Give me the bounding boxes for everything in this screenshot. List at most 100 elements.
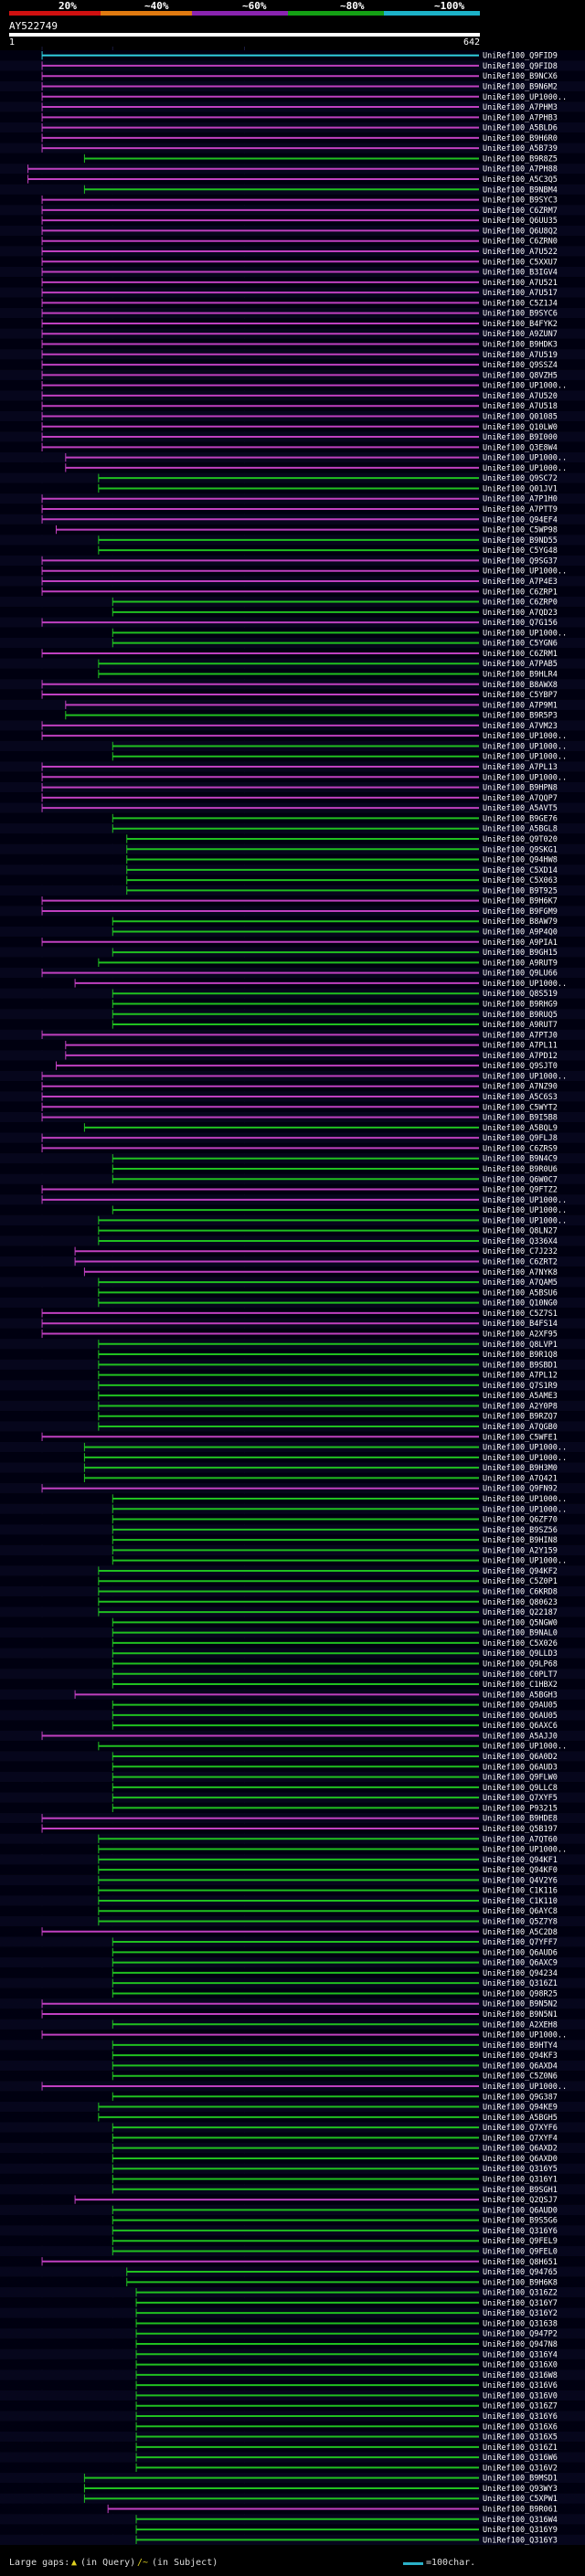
hit-row[interactable]: UniRef100_A7QAM5 (0, 1277, 585, 1288)
hit-row[interactable]: UniRef100_A5BSU6 (0, 1287, 585, 1299)
hit-row[interactable]: UniRef100_B9SGH1 (0, 2184, 585, 2195)
hit-row[interactable]: UniRef100_UP1000.. (0, 1452, 585, 1463)
hit-row[interactable]: UniRef100_Q94KF1 (0, 1854, 585, 1865)
hit-row[interactable]: UniRef100_A7PTJ0 (0, 1029, 585, 1041)
hit-row[interactable]: UniRef100_Q80623 (0, 1596, 585, 1607)
hit-row[interactable]: UniRef100_Q9FN92 (0, 1483, 585, 1494)
hit-row[interactable]: UniRef100_Q9LU66 (0, 968, 585, 979)
hit-row[interactable]: UniRef100_Q6AUD6 (0, 1946, 585, 1958)
hit-row[interactable]: UniRef100_Q94KF2 (0, 1565, 585, 1576)
hit-row[interactable]: UniRef100_C5WYT2 (0, 1101, 585, 1113)
hit-row[interactable]: UniRef100_Q94KF3 (0, 2050, 585, 2062)
hit-row[interactable]: UniRef100_C5X063 (0, 875, 585, 885)
hit-row[interactable]: UniRef100_B9MSD1 (0, 2473, 585, 2484)
hit-row[interactable]: UniRef100_C6ZRS9 (0, 1142, 585, 1154)
hit-row[interactable]: UniRef100_B9HLR4 (0, 668, 585, 680)
hit-row[interactable]: UniRef100_UP1000.. (0, 2029, 585, 2041)
hit-row[interactable]: UniRef100_B9SYC3 (0, 194, 585, 206)
hit-row[interactable]: UniRef100_UP1000.. (0, 1214, 585, 1226)
hit-row[interactable]: UniRef100_Q9LLD3 (0, 1648, 585, 1659)
hit-row[interactable]: UniRef100_A7P4E3 (0, 576, 585, 587)
hit-row[interactable]: UniRef100_Q9LP68 (0, 1658, 585, 1670)
hit-row[interactable]: UniRef100_A9ZUN7 (0, 328, 585, 340)
hit-row[interactable]: UniRef100_Q316Y9 (0, 2524, 585, 2535)
hit-row[interactable]: UniRef100_C7J232 (0, 1246, 585, 1257)
hit-row[interactable]: UniRef100_Q8LN27 (0, 1225, 585, 1236)
hit-row[interactable]: UniRef100_A7QD23 (0, 607, 585, 618)
hit-row[interactable]: UniRef100_Q316Y4 (0, 2348, 585, 2360)
hit-row[interactable]: UniRef100_Q9FID8 (0, 60, 585, 71)
hit-row[interactable]: UniRef100_C6ZRN0 (0, 236, 585, 247)
hit-row[interactable]: UniRef100_Q7XYF6 (0, 2122, 585, 2133)
hit-row[interactable]: UniRef100_B9N5N2 (0, 1998, 585, 2009)
hit-row[interactable]: UniRef100_UP1000.. (0, 566, 585, 577)
hit-row[interactable]: UniRef100_A7VM23 (0, 720, 585, 731)
hit-row[interactable]: UniRef100_A9RUT9 (0, 957, 585, 969)
hit-row[interactable]: UniRef100_Q6AUD0 (0, 2204, 585, 2216)
hit-row[interactable]: UniRef100_B9RUQ5 (0, 1009, 585, 1020)
hit-row[interactable]: UniRef100_B9H6K7 (0, 896, 585, 906)
hit-row[interactable]: UniRef100_A7P9M1 (0, 699, 585, 711)
hit-row[interactable]: UniRef100_Q9FEL9 (0, 2235, 585, 2247)
hit-row[interactable]: UniRef100_P93215 (0, 1802, 585, 1814)
hit-row[interactable]: UniRef100_Q316X6 (0, 2421, 585, 2433)
hit-row[interactable]: UniRef100_A7QGB0 (0, 1421, 585, 1432)
hit-row[interactable]: UniRef100_Q6U8Q2 (0, 225, 585, 237)
hit-row[interactable]: UniRef100_Q6AU05 (0, 1710, 585, 1721)
hit-row[interactable]: UniRef100_B9HPN8 (0, 781, 585, 793)
hit-row[interactable]: UniRef100_A7U520 (0, 390, 585, 401)
hit-row[interactable]: UniRef100_A5C3Q5 (0, 174, 585, 185)
hit-row[interactable]: UniRef100_Q316W8 (0, 2369, 585, 2380)
hit-row[interactable]: UniRef100_C5Z1J4 (0, 297, 585, 309)
hit-row[interactable]: UniRef100_Q9SG37 (0, 555, 585, 567)
hit-row[interactable]: UniRef100_Q316X0 (0, 2359, 585, 2370)
hit-row[interactable]: UniRef100_Q98R25 (0, 1988, 585, 1999)
hit-row[interactable]: UniRef100_Q316Y1 (0, 2173, 585, 2185)
hit-row[interactable]: UniRef100_B9S5G6 (0, 2215, 585, 2226)
hit-row[interactable]: UniRef100_Q94EF4 (0, 514, 585, 525)
hit-row[interactable]: UniRef100_B9R0U6 (0, 1163, 585, 1174)
hit-row[interactable]: UniRef100_A7PHB3 (0, 111, 585, 123)
hit-row[interactable]: UniRef100_A7QQP7 (0, 792, 585, 803)
hit-row[interactable]: UniRef100_A2Y0P8 (0, 1400, 585, 1412)
hit-row[interactable]: UniRef100_A5BLD6 (0, 122, 585, 133)
hit-row[interactable]: UniRef100_A7Q421 (0, 1472, 585, 1484)
hit-row[interactable]: UniRef100_B9SYC6 (0, 308, 585, 319)
hit-row[interactable]: UniRef100_A9PIA1 (0, 937, 585, 948)
hit-row[interactable]: UniRef100_Q93WY3 (0, 2483, 585, 2494)
hit-row[interactable]: UniRef100_UP1000.. (0, 1555, 585, 1566)
hit-row[interactable]: UniRef100_Q8H651 (0, 2256, 585, 2267)
hit-row[interactable]: UniRef100_UP1000.. (0, 771, 585, 783)
hit-row[interactable]: UniRef100_Q316V0 (0, 2390, 585, 2401)
hit-row[interactable]: UniRef100_C5Z7S1 (0, 1308, 585, 1319)
hit-row[interactable]: UniRef100_UP1000.. (0, 1493, 585, 1504)
hit-row[interactable]: UniRef100_Q3E8W4 (0, 441, 585, 453)
hit-row[interactable]: UniRef100_B9H6R0 (0, 133, 585, 143)
hit-row[interactable]: UniRef100_B9RZQ7 (0, 1411, 585, 1422)
hit-row[interactable]: UniRef100_UP1000.. (0, 1204, 585, 1215)
hit-row[interactable]: UniRef100_Q94KE9 (0, 2101, 585, 2113)
hit-row[interactable]: UniRef100_A5BGL8 (0, 823, 585, 834)
hit-row[interactable]: UniRef100_Q01085 (0, 410, 585, 422)
hit-row[interactable]: UniRef100_Q316Y7 (0, 2297, 585, 2308)
hit-row[interactable]: UniRef100_Q9G387 (0, 2091, 585, 2103)
hit-row[interactable]: UniRef100_A7PL12 (0, 1369, 585, 1381)
hit-row[interactable]: UniRef100_A5BGH3 (0, 1689, 585, 1701)
hit-row[interactable]: UniRef100_B4FYK2 (0, 318, 585, 329)
hit-row[interactable]: UniRef100_A7U517 (0, 287, 585, 298)
hit-row[interactable]: UniRef100_Q94765 (0, 2266, 585, 2277)
hit-row[interactable]: UniRef100_Q9LLC8 (0, 1782, 585, 1793)
hit-row[interactable]: UniRef100_A7U521 (0, 277, 585, 288)
hit-row[interactable]: UniRef100_Q2QSJ7 (0, 2194, 585, 2205)
hit-row[interactable]: UniRef100_Q5Z7Y8 (0, 1915, 585, 1927)
hit-row[interactable]: UniRef100_B9ND55 (0, 535, 585, 546)
hit-row[interactable]: UniRef100_Q9T020 (0, 833, 585, 844)
hit-row[interactable]: UniRef100_Q94KF0 (0, 1864, 585, 1875)
hit-row[interactable]: UniRef100_A5B739 (0, 143, 585, 154)
hit-row[interactable]: UniRef100_C5YG48 (0, 545, 585, 556)
hit-row[interactable]: UniRef100_UP1000.. (0, 462, 585, 473)
hit-row[interactable]: UniRef100_C5X026 (0, 1638, 585, 1648)
hit-row[interactable]: UniRef100_Q8S519 (0, 988, 585, 1000)
hit-row[interactable]: UniRef100_B9R061 (0, 2503, 585, 2515)
hit-row[interactable]: UniRef100_B9NAL0 (0, 1627, 585, 1638)
